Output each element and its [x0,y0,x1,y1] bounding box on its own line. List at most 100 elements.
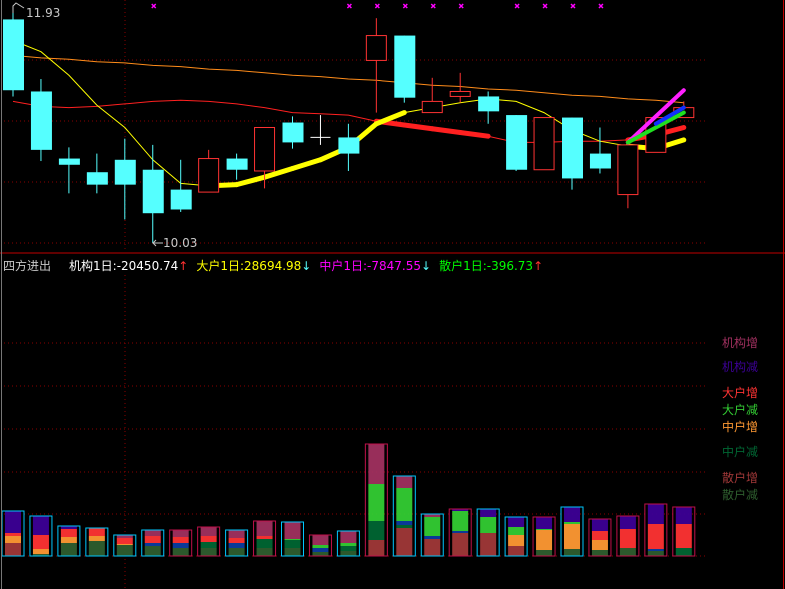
bar-segment-sh_dec [536,550,553,556]
bar-segment-dh_dec [284,539,301,540]
bar-segment-jg_inc [116,535,133,538]
candle-body [449,90,471,97]
bar-segment-zh_inc [60,537,77,543]
info-dahu: 大户1日:28694.98↓ [196,259,312,273]
bar-outline [197,526,221,557]
legend-jg_dec: 机构减 [722,360,759,374]
bar-segment-jg_dec [675,507,692,524]
bar-segment-sh_dec [256,548,273,556]
legend-zh_dec: 中户减 [722,445,759,459]
bar-segment-sh_dec [564,549,580,556]
bar-segment-jg_dec [564,507,580,522]
bar-segment-zh_dec [256,539,273,548]
ma-line-highlight [234,174,268,188]
bar-segment-zh_inc [508,535,525,546]
signal-marker-icon [598,3,604,9]
bar-segment-zh_inc [591,540,608,550]
bar-outline [308,534,332,557]
bar-outline [29,515,53,557]
arrow-down-icon: ↓ [421,259,432,273]
grid-lines [4,0,705,589]
bar-segment-dh_dec [340,543,357,546]
bar-segment-jg_inc [424,514,441,517]
bar-outline [85,527,109,557]
signal-marker-icon [430,3,436,9]
bar-segment-jg_dec [508,517,525,527]
bar-segment-jg_inc [284,522,301,539]
bar-segment-jg_inc [368,444,385,484]
bar-segment-dh_inc [172,537,189,543]
info-sanhu: 散户1日:-396.73↑ [439,259,544,273]
bar-outline [141,529,165,557]
bar-outline [476,508,500,557]
bar-segment-zh_dec [200,542,217,548]
bar-segment-dh_inc [88,528,105,536]
candle-body [562,117,583,179]
bar-segment-zh_dec [675,548,692,556]
indicator-title: 四方进出 [3,259,52,273]
bar-outline [532,516,556,557]
bar-segment-jg_inc [144,530,161,536]
bar-segment-sh_dec [32,554,49,556]
bar-segment-sh_dec [647,551,664,556]
legend-jg_inc: 机构增 [722,336,759,350]
bar-segment-sh_inc [396,528,413,556]
signal-marker-icon [374,3,380,9]
candle-body [533,117,555,171]
bar-segment-zh_inc [32,549,49,554]
bar-segment-jg_dec [647,504,664,524]
candle-body [394,35,416,98]
bar-segment-zh_dec [396,525,413,528]
bar-segment-jg_dec [5,511,21,533]
bar-segment-blue [647,549,664,551]
bar-segment-dh_dec [368,484,385,521]
bar-outline [420,513,444,557]
bar-segment-dh_inc [228,538,245,543]
bar-segment-dh_inc [144,536,161,543]
ma-line-highlight [457,129,491,139]
bar-segment-zh_dec [340,546,357,551]
arrow-up-icon: ↑ [533,259,544,273]
bar-segment-dh_inc [647,524,664,549]
candle-body [617,144,639,196]
candle-body [142,169,164,214]
signal-markers [151,3,604,9]
candle-body [226,158,248,170]
candle-body [365,35,387,61]
bar-segment-dh_dec [424,517,441,536]
bar-segment-dh_dec [508,527,525,535]
candle-body [589,153,611,169]
ma-line-highlight [429,126,463,135]
bar-outline [281,521,304,557]
bar-segment-dh_inc [32,535,49,549]
bar-segment-jg_dec [60,526,77,529]
bar-segment-jg_dec [32,516,49,535]
bar-segment-jg_inc [200,527,217,536]
bar-segment-jg_inc [256,521,273,536]
bar-segment-sh_inc [424,539,441,556]
bar-segment-jg_dec [591,519,608,531]
bar-outline [169,529,193,557]
bar-outline [448,508,472,557]
bar-segment-dh_dec [312,545,329,548]
bar-segment-jg_inc [340,531,357,543]
bar-segment-dh_inc [591,531,608,540]
bar-segment-sh_dec [60,543,77,556]
candle-body [506,115,528,170]
bar-segment-dh_dec [452,511,469,531]
bar-segment-dh_inc [675,524,692,548]
bar-segment-sh_inc [480,533,497,556]
legend-zh_inc: 中户增 [722,420,759,434]
bar-outline [253,520,277,557]
bar-segment-zh_inc [564,524,580,549]
signal-marker-icon [570,3,576,9]
bar-segment-sh_dec [200,548,217,556]
bar-segment-sh_dec [228,548,245,556]
candle-body [86,172,108,185]
fan-line [625,88,686,145]
candle-body [170,189,192,210]
low-arrow-icon [152,239,163,247]
ma-line-highlight [373,110,407,127]
bar-segment-dh_inc [256,536,273,539]
